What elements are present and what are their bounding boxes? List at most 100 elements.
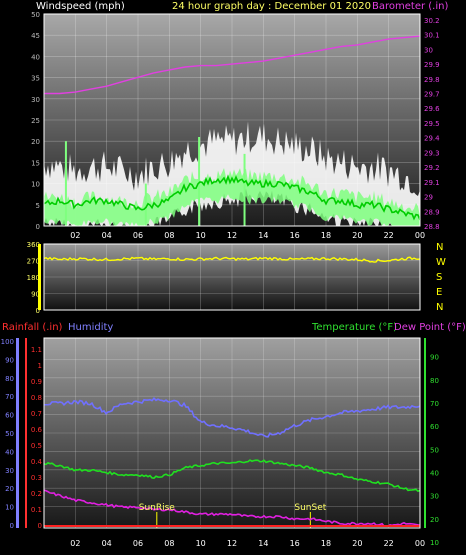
barometer-y-tick: 29.6 bbox=[424, 105, 440, 113]
windspeed-axis-label: Windspeed (mph) bbox=[36, 1, 125, 12]
temp-x-tick: 08 bbox=[164, 539, 174, 548]
humidity-y-tick: 60 bbox=[5, 412, 14, 420]
wind-y-tick: 50 bbox=[31, 11, 40, 19]
rainfall-y-tick: 0.1 bbox=[31, 506, 42, 514]
temperature-y-tick: 80 bbox=[430, 377, 439, 385]
rainfall-axis-label: Rainfall (.in) bbox=[2, 322, 63, 333]
wind-x-tick: 14 bbox=[258, 231, 268, 240]
wind-x-tick: 00 bbox=[415, 231, 425, 240]
compass-letter: N bbox=[436, 302, 443, 313]
wind-y-tick: 15 bbox=[31, 159, 40, 167]
temperature-axis-label: Temperature (°F) bbox=[311, 322, 397, 333]
rainfall-axis-bar bbox=[25, 338, 27, 528]
compass-letter: S bbox=[436, 272, 442, 283]
temp-x-tick: 00 bbox=[415, 539, 425, 548]
temperature-y-tick: 70 bbox=[430, 400, 439, 408]
wind-y-tick: 20 bbox=[31, 138, 40, 146]
wind-direction-line bbox=[43, 256, 421, 263]
temperature-line bbox=[43, 459, 421, 493]
rainfall-y-tick: 0 bbox=[38, 522, 42, 530]
humidity-y-tick: 10 bbox=[5, 504, 14, 512]
wind-y-tick: 10 bbox=[31, 181, 40, 189]
sunrise-label: SunRise bbox=[139, 503, 176, 513]
humidity-y-tick: 20 bbox=[5, 485, 14, 493]
direction-plot-background bbox=[44, 244, 420, 310]
wind-x-tick: 12 bbox=[227, 231, 237, 240]
compass-letter: N bbox=[436, 242, 443, 253]
barometer-y-tick: 29.5 bbox=[424, 120, 440, 128]
rainfall-y-tick: 0.6 bbox=[31, 426, 43, 434]
wind-x-tick: 08 bbox=[164, 231, 174, 240]
temperature-axis-bar bbox=[424, 338, 426, 528]
direction-series bbox=[43, 256, 421, 263]
humidity-y-tick: 0 bbox=[10, 522, 14, 530]
temp-x-tick: 02 bbox=[70, 539, 80, 548]
wind-x-tick: 20 bbox=[352, 231, 362, 240]
rainfall-y-ticks: 0 0.1 0.2 0.3 0.4 0.5 0.6 0.7 0.8 0.9 1 1.1 bbox=[31, 346, 43, 530]
barometer-y-tick: 29.8 bbox=[424, 76, 440, 84]
wind-y-tick: 5 bbox=[36, 202, 40, 210]
barometer-y-tick: 30.1 bbox=[424, 32, 440, 40]
average-wind-line bbox=[43, 174, 421, 221]
temp-x-tick: 22 bbox=[384, 539, 394, 548]
temperature-y-tick: 20 bbox=[430, 516, 439, 524]
temp-plot-background bbox=[44, 338, 420, 528]
temp-series bbox=[43, 396, 421, 527]
wind-y-tick: 45 bbox=[31, 32, 40, 40]
humidity-y-ticks: 0 10 20 30 40 50 60 70 80 90 100 bbox=[1, 338, 14, 530]
temp-x-ticks: 02 04 06 08 10 12 14 16 18 20 22 00 bbox=[70, 539, 425, 548]
wind-y-tick: 25 bbox=[31, 117, 40, 125]
sunset-label: SunSet bbox=[294, 503, 326, 513]
barometer-y-tick: 29.3 bbox=[424, 149, 440, 157]
temp-plot-frame bbox=[43, 337, 421, 529]
temp-gridlines bbox=[44, 338, 421, 528]
dew-point-axis-label: Dew Point (°F) bbox=[394, 322, 466, 333]
barometer-y-ticks: 28.8 28.9 29 29.1 29.2 29.3 29.4 29.5 29.6 29.7 29… bbox=[424, 17, 440, 231]
direction-plot-frame bbox=[43, 243, 421, 311]
compass-letter: E bbox=[436, 287, 442, 298]
barometer-y-tick: 30 bbox=[424, 46, 433, 54]
wind-x-ticks: 02 04 06 08 10 12 14 16 18 20 22 00 bbox=[70, 231, 425, 240]
humidity-y-tick: 80 bbox=[5, 375, 14, 383]
rainfall-y-tick: 0.7 bbox=[31, 410, 42, 418]
humidity-line bbox=[43, 396, 421, 438]
temp-x-tick: 12 bbox=[227, 539, 237, 548]
temp-x-tick: 20 bbox=[352, 539, 362, 548]
direction-axis-bar bbox=[38, 244, 41, 310]
temperature-y-tick: 10 bbox=[430, 539, 439, 547]
temperature-y-ticks: 10 20 30 40 50 60 70 80 90 bbox=[430, 354, 439, 547]
rainfall-y-tick: 0.5 bbox=[31, 442, 42, 450]
temperature-y-tick: 60 bbox=[430, 423, 439, 431]
direction-y-tick: 360 bbox=[27, 241, 40, 249]
humidity-y-tick: 30 bbox=[5, 467, 14, 475]
wind-x-tick: 04 bbox=[102, 231, 112, 240]
barometer-y-tick: 28.8 bbox=[424, 223, 440, 231]
barometer-y-tick: 29.9 bbox=[424, 61, 440, 69]
rainfall-y-tick: 0.2 bbox=[31, 490, 42, 498]
wind-series bbox=[43, 35, 421, 226]
temp-x-tick: 10 bbox=[196, 539, 206, 548]
wind-y-tick: 0 bbox=[36, 223, 40, 231]
direction-y-tick: 0 bbox=[36, 307, 40, 315]
wind-y-tick: 40 bbox=[31, 53, 40, 61]
humidity-y-tick: 70 bbox=[5, 393, 14, 401]
wind-x-tick: 16 bbox=[290, 231, 300, 240]
rainfall-y-tick: 1.1 bbox=[31, 346, 42, 354]
barometer-y-tick: 29.1 bbox=[424, 179, 440, 187]
direction-y-tick: 180 bbox=[27, 274, 40, 282]
barometer-y-tick: 29.2 bbox=[424, 164, 440, 172]
direction-y-ticks: 0 90 180 270 360 bbox=[27, 241, 41, 315]
temp-x-tick: 06 bbox=[133, 539, 143, 548]
humidity-axis-label: Humidity bbox=[68, 322, 113, 333]
barometer-axis-label: Barometer (.in) bbox=[372, 1, 448, 12]
wind-y-tick: 35 bbox=[31, 75, 40, 83]
barometer-y-tick: 28.9 bbox=[424, 208, 440, 216]
temperature-y-tick: 40 bbox=[430, 469, 439, 477]
humidity-y-tick: 40 bbox=[5, 448, 14, 456]
temp-x-tick: 14 bbox=[258, 539, 268, 548]
gust-band bbox=[44, 168, 420, 226]
temp-x-tick: 18 bbox=[321, 539, 331, 548]
humidity-y-tick: 90 bbox=[5, 356, 14, 364]
wind-y-tick: 30 bbox=[31, 96, 40, 104]
